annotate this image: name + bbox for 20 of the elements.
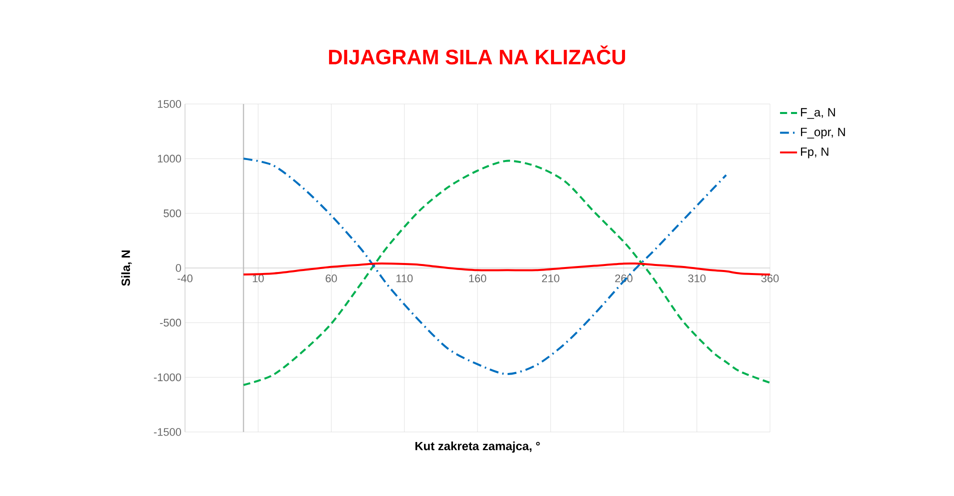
chart-title: DIJAGRAM SILA NA KLIZAČU [329,46,626,64]
x-tick-label: -40 [178,274,192,282]
y-tick-label: 500 [164,209,182,218]
x-tick-label: 210 [542,274,560,282]
y-tick-label: -500 [160,318,182,327]
y-tick-label: 0 [176,264,182,272]
y-tick-label: -1500 [154,428,182,436]
y-tick-label: 1000 [158,154,182,163]
x-tick-label: 310 [688,274,706,282]
legend-label: F_opr, N [801,128,845,139]
x-axis-title: Kut zakreta zamajca, ° [415,442,540,453]
y-axis-title: Sila, N [121,250,132,286]
legend-label: F_a, N [801,108,835,119]
y-tick-label: -1000 [154,373,182,382]
x-tick-label: 160 [469,274,486,282]
y-tick-label: 1500 [158,100,182,108]
legend-label: Fp, N [801,148,828,158]
line-series [242,262,770,276]
x-tick-label: 60 [326,274,337,282]
x-tick-label: 110 [396,274,413,282]
